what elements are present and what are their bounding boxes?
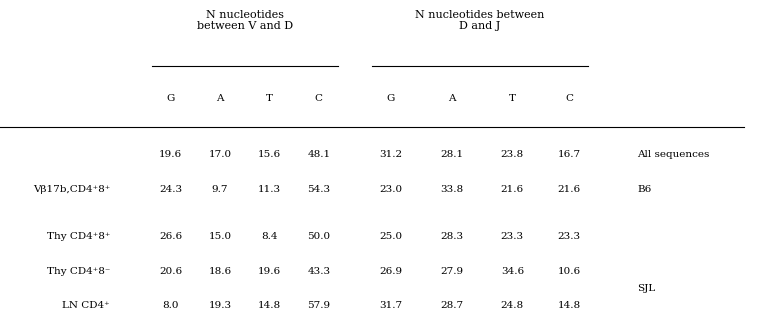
Text: Thy CD4⁺8⁻: Thy CD4⁺8⁻ xyxy=(47,267,110,276)
Text: 25.0: 25.0 xyxy=(380,232,402,241)
Text: 19.3: 19.3 xyxy=(209,301,231,311)
Text: G: G xyxy=(166,94,175,103)
Text: SJL: SJL xyxy=(638,284,656,293)
Text: 17.0: 17.0 xyxy=(209,150,231,159)
Text: 14.8: 14.8 xyxy=(258,301,281,311)
Text: 21.6: 21.6 xyxy=(501,185,524,194)
Text: G: G xyxy=(386,94,395,103)
Text: 27.9: 27.9 xyxy=(440,267,463,276)
Text: 28.7: 28.7 xyxy=(440,301,463,311)
Text: 31.7: 31.7 xyxy=(380,301,402,311)
Text: 26.6: 26.6 xyxy=(159,232,182,241)
Text: 15.6: 15.6 xyxy=(258,150,281,159)
Text: 43.3: 43.3 xyxy=(307,267,330,276)
Text: 31.2: 31.2 xyxy=(380,150,402,159)
Text: N nucleotides between
D and J: N nucleotides between D and J xyxy=(415,10,545,32)
Text: T: T xyxy=(266,94,273,103)
Text: 19.6: 19.6 xyxy=(258,267,281,276)
Text: 18.6: 18.6 xyxy=(209,267,231,276)
Text: 20.6: 20.6 xyxy=(159,267,182,276)
Text: Vβ17b,CD4⁺8⁺: Vβ17b,CD4⁺8⁺ xyxy=(33,185,110,194)
Text: 15.0: 15.0 xyxy=(209,232,231,241)
Text: N nucleotides
between V and D: N nucleotides between V and D xyxy=(197,10,293,32)
Text: 16.7: 16.7 xyxy=(558,150,581,159)
Text: 28.3: 28.3 xyxy=(440,232,463,241)
Text: 19.6: 19.6 xyxy=(159,150,182,159)
Text: 23.3: 23.3 xyxy=(558,232,581,241)
Text: 57.9: 57.9 xyxy=(307,301,330,311)
Text: Thy CD4⁺8⁺: Thy CD4⁺8⁺ xyxy=(47,232,110,241)
Text: 21.6: 21.6 xyxy=(558,185,581,194)
Text: A: A xyxy=(216,94,224,103)
Text: 10.6: 10.6 xyxy=(558,267,581,276)
Text: C: C xyxy=(565,94,573,103)
Text: 11.3: 11.3 xyxy=(258,185,281,194)
Text: 54.3: 54.3 xyxy=(307,185,330,194)
Text: LN CD4⁺: LN CD4⁺ xyxy=(62,301,110,311)
Text: C: C xyxy=(315,94,323,103)
Text: 33.8: 33.8 xyxy=(440,185,463,194)
Text: 8.4: 8.4 xyxy=(261,232,278,241)
Text: T: T xyxy=(509,94,516,103)
Text: A: A xyxy=(448,94,455,103)
Text: 8.0: 8.0 xyxy=(162,301,179,311)
Text: All sequences: All sequences xyxy=(638,150,710,159)
Text: 28.1: 28.1 xyxy=(440,150,463,159)
Text: 23.3: 23.3 xyxy=(501,232,524,241)
Text: 48.1: 48.1 xyxy=(307,150,330,159)
Text: 26.9: 26.9 xyxy=(380,267,402,276)
Text: 24.3: 24.3 xyxy=(159,185,182,194)
Text: 9.7: 9.7 xyxy=(212,185,228,194)
Text: 14.8: 14.8 xyxy=(558,301,581,311)
Text: 50.0: 50.0 xyxy=(307,232,330,241)
Text: 34.6: 34.6 xyxy=(501,267,524,276)
Text: 24.8: 24.8 xyxy=(501,301,524,311)
Text: 23.8: 23.8 xyxy=(501,150,524,159)
Text: 23.0: 23.0 xyxy=(380,185,402,194)
Text: B6: B6 xyxy=(638,185,652,194)
